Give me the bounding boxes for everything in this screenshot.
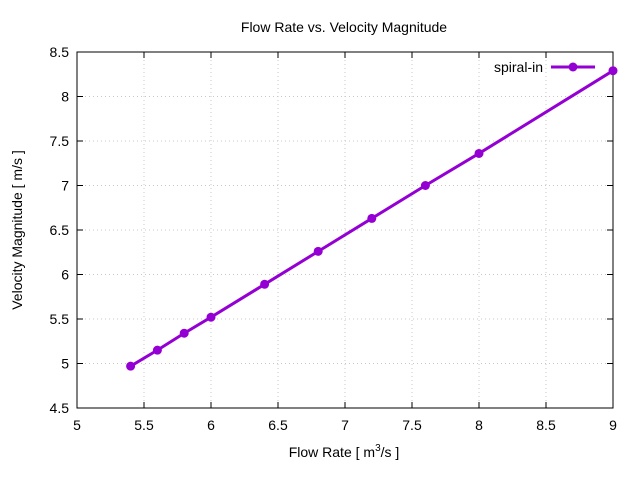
data-point xyxy=(206,312,216,322)
legend: spiral-in xyxy=(494,59,595,75)
grid xyxy=(77,52,613,408)
y-tick-label: 8.5 xyxy=(50,44,70,60)
data-point xyxy=(260,279,270,289)
data-point xyxy=(179,328,189,338)
x-tick-label: 8.5 xyxy=(536,417,556,433)
chart-title: Flow Rate vs. Velocity Magnitude xyxy=(241,19,447,35)
x-tick-label: 9 xyxy=(609,417,617,433)
data-point xyxy=(313,246,323,256)
data-point xyxy=(367,213,377,223)
y-tick-label: 5.5 xyxy=(50,311,70,327)
y-tick-label: 8 xyxy=(61,89,69,105)
y-tick-label: 5 xyxy=(61,356,69,372)
y-tick-label: 7.5 xyxy=(50,133,70,149)
x-axis-label: Flow Rate [ m3/s ] xyxy=(289,443,400,460)
y-tick-label: 6.5 xyxy=(50,222,70,238)
x-tick-label: 6.5 xyxy=(268,417,288,433)
y-ticks: 4.5 5 5.5 6 6.5 7 7.5 8 8.5 xyxy=(50,44,613,416)
data-point xyxy=(474,148,484,158)
series-line xyxy=(129,69,614,368)
x-tick-label: 7.5 xyxy=(402,417,422,433)
x-tick-label: 5.5 xyxy=(134,417,154,433)
y-tick-label: 4.5 xyxy=(50,400,70,416)
x-tick-label: 5 xyxy=(73,417,81,433)
data-point xyxy=(420,181,430,190)
y-axis-label: Velocity Magnitude [ m/s ] xyxy=(9,150,25,310)
legend-label: spiral-in xyxy=(494,59,543,75)
x-ticks: 5 5.5 6 6.5 7 7.5 8 8.5 9 xyxy=(73,52,617,433)
x-tick-label: 8 xyxy=(475,417,483,433)
y-tick-label: 7 xyxy=(61,178,69,194)
data-point xyxy=(152,345,162,355)
x-tick-label: 6 xyxy=(207,417,215,433)
x-tick-label: 7 xyxy=(341,417,349,433)
data-point xyxy=(608,66,618,76)
series xyxy=(126,66,618,371)
y-tick-label: 6 xyxy=(61,267,69,283)
data-point xyxy=(126,361,136,371)
legend-marker xyxy=(568,62,578,72)
